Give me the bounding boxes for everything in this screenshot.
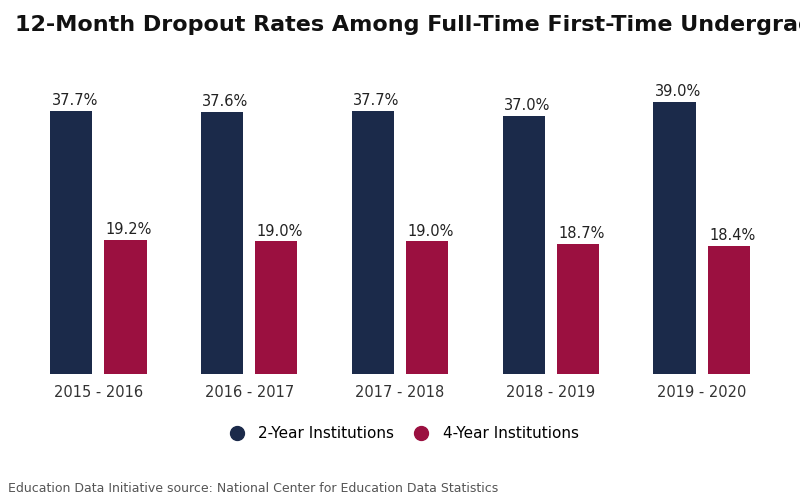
Text: 39.0%: 39.0% — [655, 84, 702, 99]
Text: 37.7%: 37.7% — [51, 94, 98, 108]
Text: 19.0%: 19.0% — [407, 224, 454, 238]
Bar — [201, 112, 243, 374]
Legend: 2-Year Institutions, 4-Year Institutions: 2-Year Institutions, 4-Year Institutions — [215, 420, 585, 448]
Text: Education Data Initiative source: National Center for Education Data Statistics: Education Data Initiative source: Nation… — [8, 482, 498, 495]
Text: 19.2%: 19.2% — [106, 222, 152, 238]
Bar — [557, 244, 599, 374]
Bar — [502, 116, 545, 374]
Text: 19.0%: 19.0% — [257, 224, 303, 238]
Bar — [104, 240, 146, 374]
Text: 37.7%: 37.7% — [354, 94, 400, 108]
Text: 12-Month Dropout Rates Among Full-Time First-Time Undergraduates: 12-Month Dropout Rates Among Full-Time F… — [15, 15, 800, 35]
Text: 37.6%: 37.6% — [202, 94, 249, 109]
Text: 18.7%: 18.7% — [558, 226, 605, 241]
Bar — [654, 102, 696, 374]
Bar — [708, 246, 750, 374]
Text: 37.0%: 37.0% — [504, 98, 550, 113]
Bar — [406, 242, 448, 374]
Bar — [352, 111, 394, 374]
Bar — [255, 242, 298, 374]
Text: 18.4%: 18.4% — [710, 228, 755, 243]
Bar — [50, 111, 92, 374]
